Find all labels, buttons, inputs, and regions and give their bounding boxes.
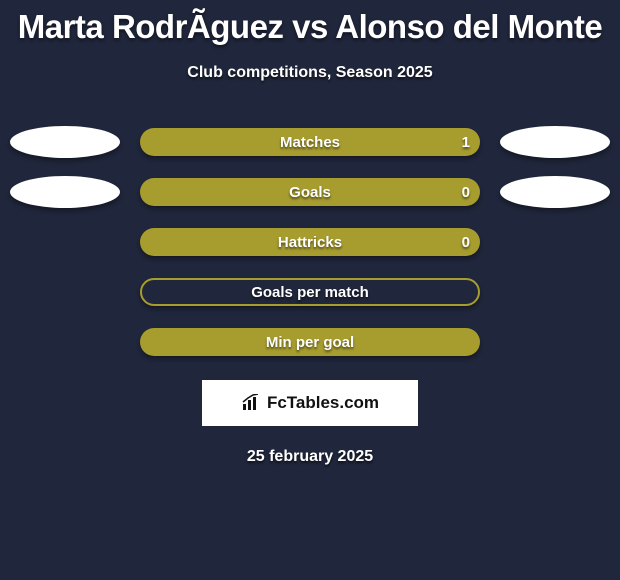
stats-rows: Matches 1 Goals 0 Hattricks 0 Goals per match M… — [0, 126, 620, 358]
stat-value: 1 — [462, 134, 470, 151]
spacer — [10, 276, 120, 308]
spacer — [500, 276, 610, 308]
stat-label: Goals — [289, 184, 331, 201]
spacer — [10, 226, 120, 258]
stat-label: Min per goal — [266, 334, 354, 351]
stat-bar: Goals 0 — [140, 178, 480, 206]
spacer — [500, 326, 610, 358]
stat-row: Goals 0 — [0, 176, 620, 208]
stat-value: 0 — [462, 184, 470, 201]
stat-row: Goals per match — [0, 276, 620, 308]
stat-label: Goals per match — [251, 284, 369, 301]
stat-bar: Matches 1 — [140, 128, 480, 156]
stat-label: Matches — [280, 134, 340, 151]
stat-row: Matches 1 — [0, 126, 620, 158]
stat-bar: Goals per match — [140, 278, 480, 306]
stat-bar: Min per goal — [140, 328, 480, 356]
player-left-marker — [10, 126, 120, 158]
footer-date: 25 february 2025 — [0, 448, 620, 466]
stat-bar: Hattricks 0 — [140, 228, 480, 256]
stat-row: Min per goal — [0, 326, 620, 358]
page-subtitle: Club competitions, Season 2025 — [0, 64, 620, 82]
stat-row: Hattricks 0 — [0, 226, 620, 258]
spacer — [10, 326, 120, 358]
spacer — [500, 226, 610, 258]
bar-chart-icon — [241, 394, 263, 412]
player-right-marker — [500, 176, 610, 208]
player-left-marker — [10, 176, 120, 208]
logo-badge: FcTables.com — [202, 380, 418, 426]
stat-value: 0 — [462, 234, 470, 251]
stat-label: Hattricks — [278, 234, 342, 251]
logo-text: FcTables.com — [267, 393, 379, 413]
page-title: Marta RodrÃ­guez vs Alonso del Monte — [0, 0, 620, 46]
player-right-marker — [500, 126, 610, 158]
